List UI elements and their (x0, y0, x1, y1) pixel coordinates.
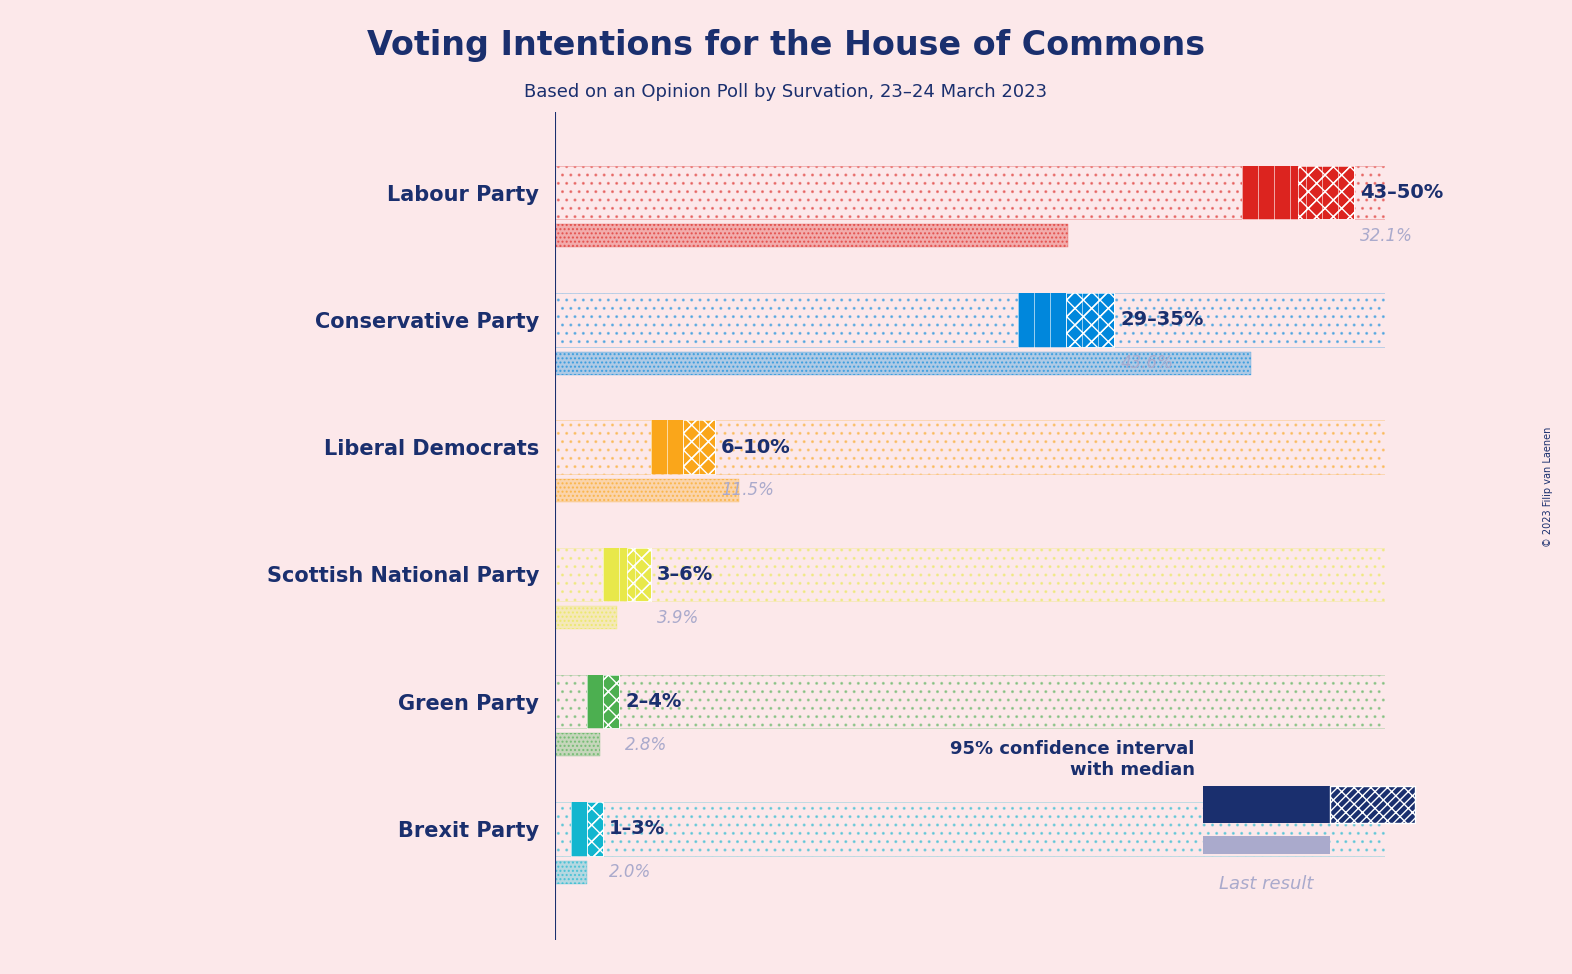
Bar (651, 421, 682, 473)
Bar (555, 733, 599, 756)
Text: © 2023 Filip van Laenen: © 2023 Filip van Laenen (1544, 427, 1553, 547)
Bar (555, 224, 1067, 247)
Bar (555, 479, 739, 502)
Text: 6–10%: 6–10% (722, 437, 791, 457)
Bar (627, 547, 651, 601)
Bar (682, 421, 715, 473)
Bar (1297, 166, 1353, 219)
Bar (555, 166, 1385, 219)
Bar (555, 352, 1251, 375)
Bar (627, 547, 651, 601)
Bar (555, 352, 1251, 375)
Bar (1242, 166, 1297, 219)
Text: Voting Intentions for the House of Commons: Voting Intentions for the House of Commo… (366, 29, 1206, 62)
Text: 1–3%: 1–3% (610, 819, 665, 839)
Bar (555, 675, 1385, 729)
Bar (555, 606, 618, 629)
Bar (586, 803, 602, 855)
Bar (555, 421, 1385, 473)
Bar (602, 675, 619, 729)
Text: 2–4%: 2–4% (626, 693, 682, 711)
Text: 43.6%: 43.6% (1121, 355, 1173, 372)
Bar (555, 224, 1067, 247)
Bar (1019, 293, 1066, 347)
Bar (586, 675, 602, 729)
Bar (1297, 166, 1353, 219)
Text: 2.8%: 2.8% (626, 735, 668, 754)
Text: 11.5%: 11.5% (722, 481, 773, 500)
Bar (602, 675, 619, 729)
Bar (555, 606, 618, 629)
Text: 3–6%: 3–6% (657, 565, 714, 583)
Text: 43–50%: 43–50% (1360, 183, 1443, 202)
Bar (602, 547, 627, 601)
Text: 2.0%: 2.0% (610, 863, 651, 881)
Text: Based on an Opinion Poll by Survation, 23–24 March 2023: Based on an Opinion Poll by Survation, 2… (525, 83, 1047, 100)
Bar (555, 293, 1385, 347)
Text: 95% confidence interval
with median: 95% confidence interval with median (951, 740, 1195, 779)
Bar (555, 547, 1385, 601)
Text: 32.1%: 32.1% (1360, 227, 1413, 244)
Bar (1066, 293, 1115, 347)
Text: 29–35%: 29–35% (1121, 311, 1204, 329)
Bar (571, 803, 586, 855)
Bar (555, 803, 1385, 855)
Bar (1066, 293, 1115, 347)
Bar (555, 733, 599, 756)
Bar (586, 803, 602, 855)
Bar (555, 861, 586, 883)
Bar (682, 421, 715, 473)
Text: 3.9%: 3.9% (657, 609, 700, 626)
Text: Last result: Last result (1218, 875, 1314, 893)
Bar (555, 861, 586, 883)
Bar (555, 479, 739, 502)
